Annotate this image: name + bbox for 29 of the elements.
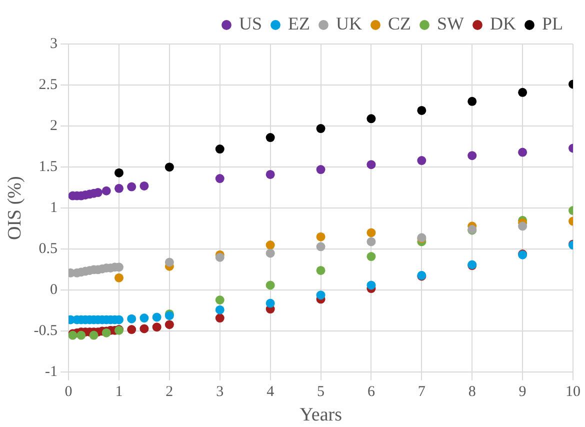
x-tick-label: 9 [518,384,526,400]
legend-label: PL [542,14,564,34]
y-tick-label: 1.5 [38,159,58,176]
x-tick-label: 3 [216,384,224,400]
y-tick-label: 0.5 [38,241,58,258]
legend-label: CZ [388,14,412,34]
x-axis-title: Years [300,404,342,426]
legend-label: UK [336,14,362,34]
x-tick-label: 0 [64,384,72,400]
y-tick-label: 1 [50,200,58,216]
x-tick-label: 5 [317,384,325,400]
legend-label: SW [436,14,464,34]
legend-label: US [238,14,262,34]
x-tick-label: 4 [266,384,275,400]
x-tick-label: 1 [115,384,123,400]
legend-label: EZ [288,14,310,34]
x-tick-label: 2 [166,384,174,400]
y-tick-label: 2 [50,118,58,134]
legend-label: DK [490,14,516,34]
y-tick-label: 0 [50,282,58,298]
y-tick-label: 3 [50,36,58,52]
x-tick-label: 8 [468,384,476,400]
x-tick-label: 10 [566,384,580,400]
y-tick-label: 2.5 [38,76,58,93]
x-tick-label: 7 [418,384,426,400]
x-tick-label: 6 [367,384,376,400]
y-tick-label: -0.5 [34,323,58,340]
y-axis-title: OIS (%) [4,176,26,240]
y-tick-label: -1 [45,364,58,380]
